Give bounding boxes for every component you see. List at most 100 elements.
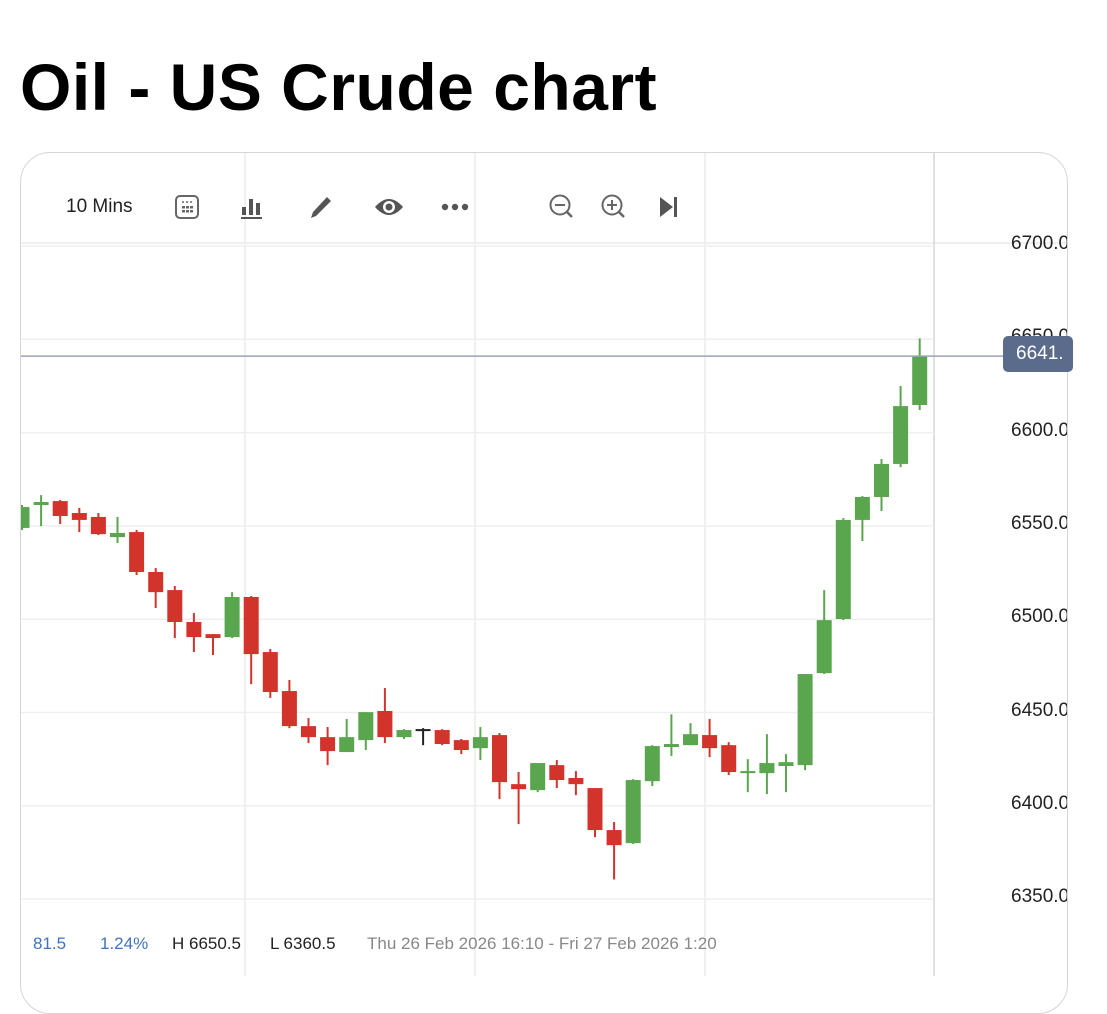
candle-body xyxy=(110,532,125,538)
pencil-icon[interactable] xyxy=(306,192,336,222)
candle-body xyxy=(511,784,527,790)
candle-body xyxy=(874,463,889,497)
candle xyxy=(434,729,450,746)
y-tick-label: 6600.0 xyxy=(1011,419,1067,441)
candle-body xyxy=(893,406,909,464)
candle xyxy=(71,507,87,533)
candle-body xyxy=(339,737,355,753)
candle-body xyxy=(912,356,928,405)
candle xyxy=(644,745,660,787)
candle xyxy=(281,680,297,729)
candle-body xyxy=(148,571,164,593)
candle-body xyxy=(377,711,393,738)
candle-body xyxy=(740,771,756,774)
candle xyxy=(358,712,374,751)
candle-body xyxy=(854,496,870,520)
candle xyxy=(912,338,928,411)
candle-body xyxy=(33,502,49,506)
candle-body xyxy=(625,780,641,844)
candle-body xyxy=(21,507,30,528)
candle xyxy=(90,513,106,536)
candle xyxy=(530,763,546,793)
candle-body xyxy=(224,596,240,638)
chart-toolbar: 10 Mins xyxy=(52,183,155,231)
candle xyxy=(702,719,718,758)
candle-body xyxy=(606,830,622,846)
y-tick-label: 6400.0 xyxy=(1011,792,1067,814)
candle-body xyxy=(549,765,565,781)
candle xyxy=(52,499,68,525)
candle-body xyxy=(797,674,813,766)
candle-body xyxy=(262,652,278,692)
more-icon[interactable] xyxy=(440,192,470,222)
candle xyxy=(129,530,145,575)
candle xyxy=(472,727,488,761)
change-value: 81.5 xyxy=(33,934,67,953)
candle xyxy=(415,728,431,746)
timeframe-selector[interactable]: 10 Mins xyxy=(66,196,133,217)
zoom-in-icon[interactable] xyxy=(599,192,629,222)
candle xyxy=(625,779,641,845)
candle xyxy=(167,585,183,639)
candle xyxy=(110,516,125,544)
candle-body xyxy=(358,712,374,741)
candle-body xyxy=(492,735,507,783)
zoom-out-icon[interactable] xyxy=(547,192,577,222)
candle xyxy=(549,760,565,789)
candle-body xyxy=(71,513,87,520)
change-percent: 1.24% xyxy=(100,934,149,953)
candle-body xyxy=(205,634,221,639)
candle xyxy=(396,729,412,739)
candle-body xyxy=(702,735,718,749)
candle-body xyxy=(281,691,297,727)
candle xyxy=(816,590,832,675)
candle xyxy=(33,495,49,527)
candle-body xyxy=(568,777,584,785)
candle-body xyxy=(129,532,145,572)
candle-body xyxy=(301,726,316,738)
candle-body xyxy=(320,737,336,752)
candle xyxy=(721,742,737,776)
y-tick-label: 6500.0 xyxy=(1011,606,1067,628)
date-range: Thu 26 Feb 2026 16:10 - Fri 27 Feb 2026 … xyxy=(367,934,717,953)
y-tick-label: 6550.0 xyxy=(1011,512,1067,534)
candlestick-chart[interactable] xyxy=(0,0,1107,976)
candle xyxy=(759,734,775,795)
y-tick-label: 6700.0 xyxy=(1011,233,1067,254)
low-value: L 6360.5 xyxy=(270,934,336,953)
candle-body xyxy=(663,744,679,748)
candle-body xyxy=(434,730,450,745)
candle-body xyxy=(644,746,660,782)
candle xyxy=(740,759,756,793)
candle xyxy=(492,733,507,800)
candle xyxy=(453,738,469,755)
candle-body xyxy=(587,788,603,831)
candle xyxy=(148,568,164,609)
candle xyxy=(683,723,698,746)
candle-body xyxy=(396,730,412,738)
candle xyxy=(511,772,527,825)
candle-body xyxy=(683,734,698,746)
candle xyxy=(377,688,393,744)
candle-body xyxy=(243,596,259,655)
candle xyxy=(224,592,240,639)
candle-body xyxy=(530,763,546,791)
candle xyxy=(778,754,794,793)
calendar-icon[interactable] xyxy=(172,192,202,222)
candle-body xyxy=(835,519,851,620)
candle xyxy=(243,596,259,685)
skip-to-end-icon[interactable] xyxy=(653,192,683,222)
candle-body xyxy=(90,516,106,535)
eye-icon[interactable] xyxy=(373,192,403,222)
candle-body xyxy=(472,737,488,749)
candle xyxy=(568,771,584,796)
current-price-tag: 6641. xyxy=(1003,336,1073,372)
y-tick-label: 6450.0 xyxy=(1011,699,1067,721)
candle-body xyxy=(186,621,202,638)
candle xyxy=(320,727,336,766)
candle-body xyxy=(816,620,832,674)
candle xyxy=(606,822,622,880)
candle xyxy=(663,714,679,756)
bar-chart-icon[interactable] xyxy=(238,192,268,222)
candle-body xyxy=(778,762,794,767)
